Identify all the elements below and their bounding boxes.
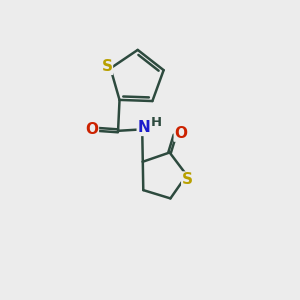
- Text: N: N: [137, 120, 150, 135]
- Text: O: O: [85, 122, 98, 137]
- Text: S: S: [182, 172, 193, 187]
- Text: H: H: [151, 116, 162, 129]
- Text: O: O: [174, 126, 188, 141]
- Text: S: S: [101, 59, 112, 74]
